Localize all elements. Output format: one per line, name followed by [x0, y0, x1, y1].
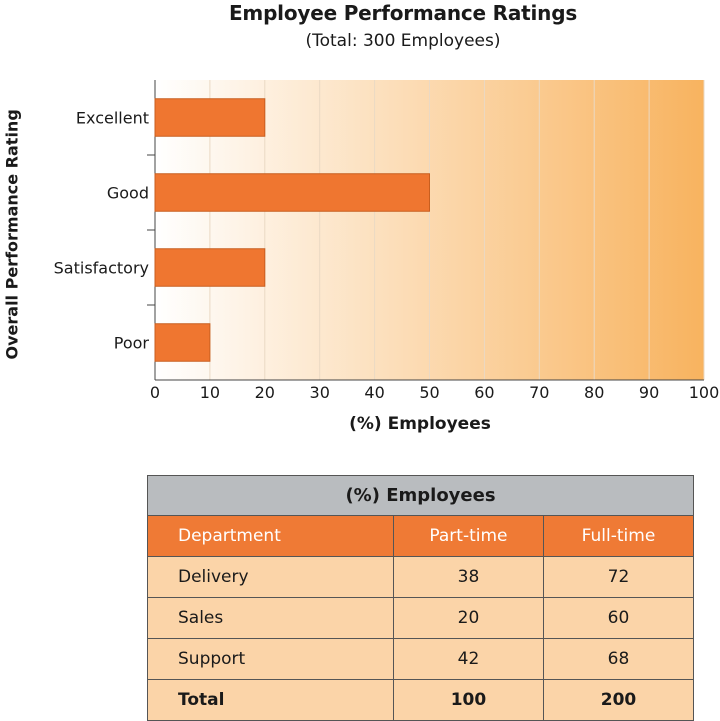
- table-row: Support 42 68: [147, 638, 695, 680]
- x-tick-label: 30: [310, 383, 330, 402]
- y-tick-label: Excellent: [76, 109, 149, 128]
- employees-table: (%) Employees Department Part-time Full-…: [147, 475, 695, 721]
- x-tick-label: 40: [364, 383, 384, 402]
- x-tick-label: 80: [584, 383, 604, 402]
- x-tick-label: 70: [529, 383, 549, 402]
- x-tick-label: 0: [150, 383, 160, 402]
- cell-part-time: 42: [392, 638, 544, 680]
- y-axis-label: Overall Performance Rating: [2, 109, 22, 360]
- cell-full-time: 60: [542, 597, 695, 639]
- cell-part-time: 38: [392, 556, 544, 598]
- bar-satisfactory: [154, 248, 266, 287]
- cell-department: Delivery: [147, 556, 394, 598]
- cell-part-time: 20: [392, 597, 544, 639]
- cell-full-time: 68: [542, 638, 695, 680]
- x-tick-label: 20: [255, 383, 275, 402]
- y-tick-label: Good: [107, 184, 149, 203]
- x-tick-label: 10: [200, 383, 220, 402]
- cell-department: Support: [147, 638, 394, 680]
- table-row: Sales 20 60: [147, 597, 695, 639]
- x-tick-label: 90: [639, 383, 659, 402]
- table-total-row: Total 100 200: [147, 679, 695, 721]
- y-tick-label: Satisfactory: [54, 259, 149, 278]
- bar-poor: [154, 323, 211, 362]
- bar-chart: Excellent Good Satisfactory Poor 0 10 20 30 40 5…: [54, 80, 720, 402]
- y-tick-label: Poor: [114, 334, 150, 353]
- cell-total-label: Total: [147, 679, 394, 721]
- header-part-time: Part-time: [392, 515, 544, 557]
- bar-good: [154, 173, 430, 212]
- header-department: Department: [147, 515, 394, 557]
- header-full-time: Full-time: [542, 515, 695, 557]
- table-caption: (%) Employees: [147, 475, 694, 516]
- x-axis-label: (%) Employees: [349, 414, 491, 434]
- x-tick-label: 50: [419, 383, 439, 402]
- bar-excellent: [154, 98, 266, 137]
- x-tick-label: 100: [689, 383, 720, 402]
- cell-full-time: 72: [542, 556, 695, 598]
- cell-department: Sales: [147, 597, 394, 639]
- x-tick-label: 60: [474, 383, 494, 402]
- chart-subtitle: (Total: 300 Employees): [305, 31, 501, 51]
- table-row: Delivery 38 72: [147, 556, 695, 598]
- cell-total-part-time: 100: [392, 679, 544, 721]
- cell-total-full-time: 200: [542, 679, 695, 721]
- chart-title: Employee Performance Ratings: [228, 1, 578, 25]
